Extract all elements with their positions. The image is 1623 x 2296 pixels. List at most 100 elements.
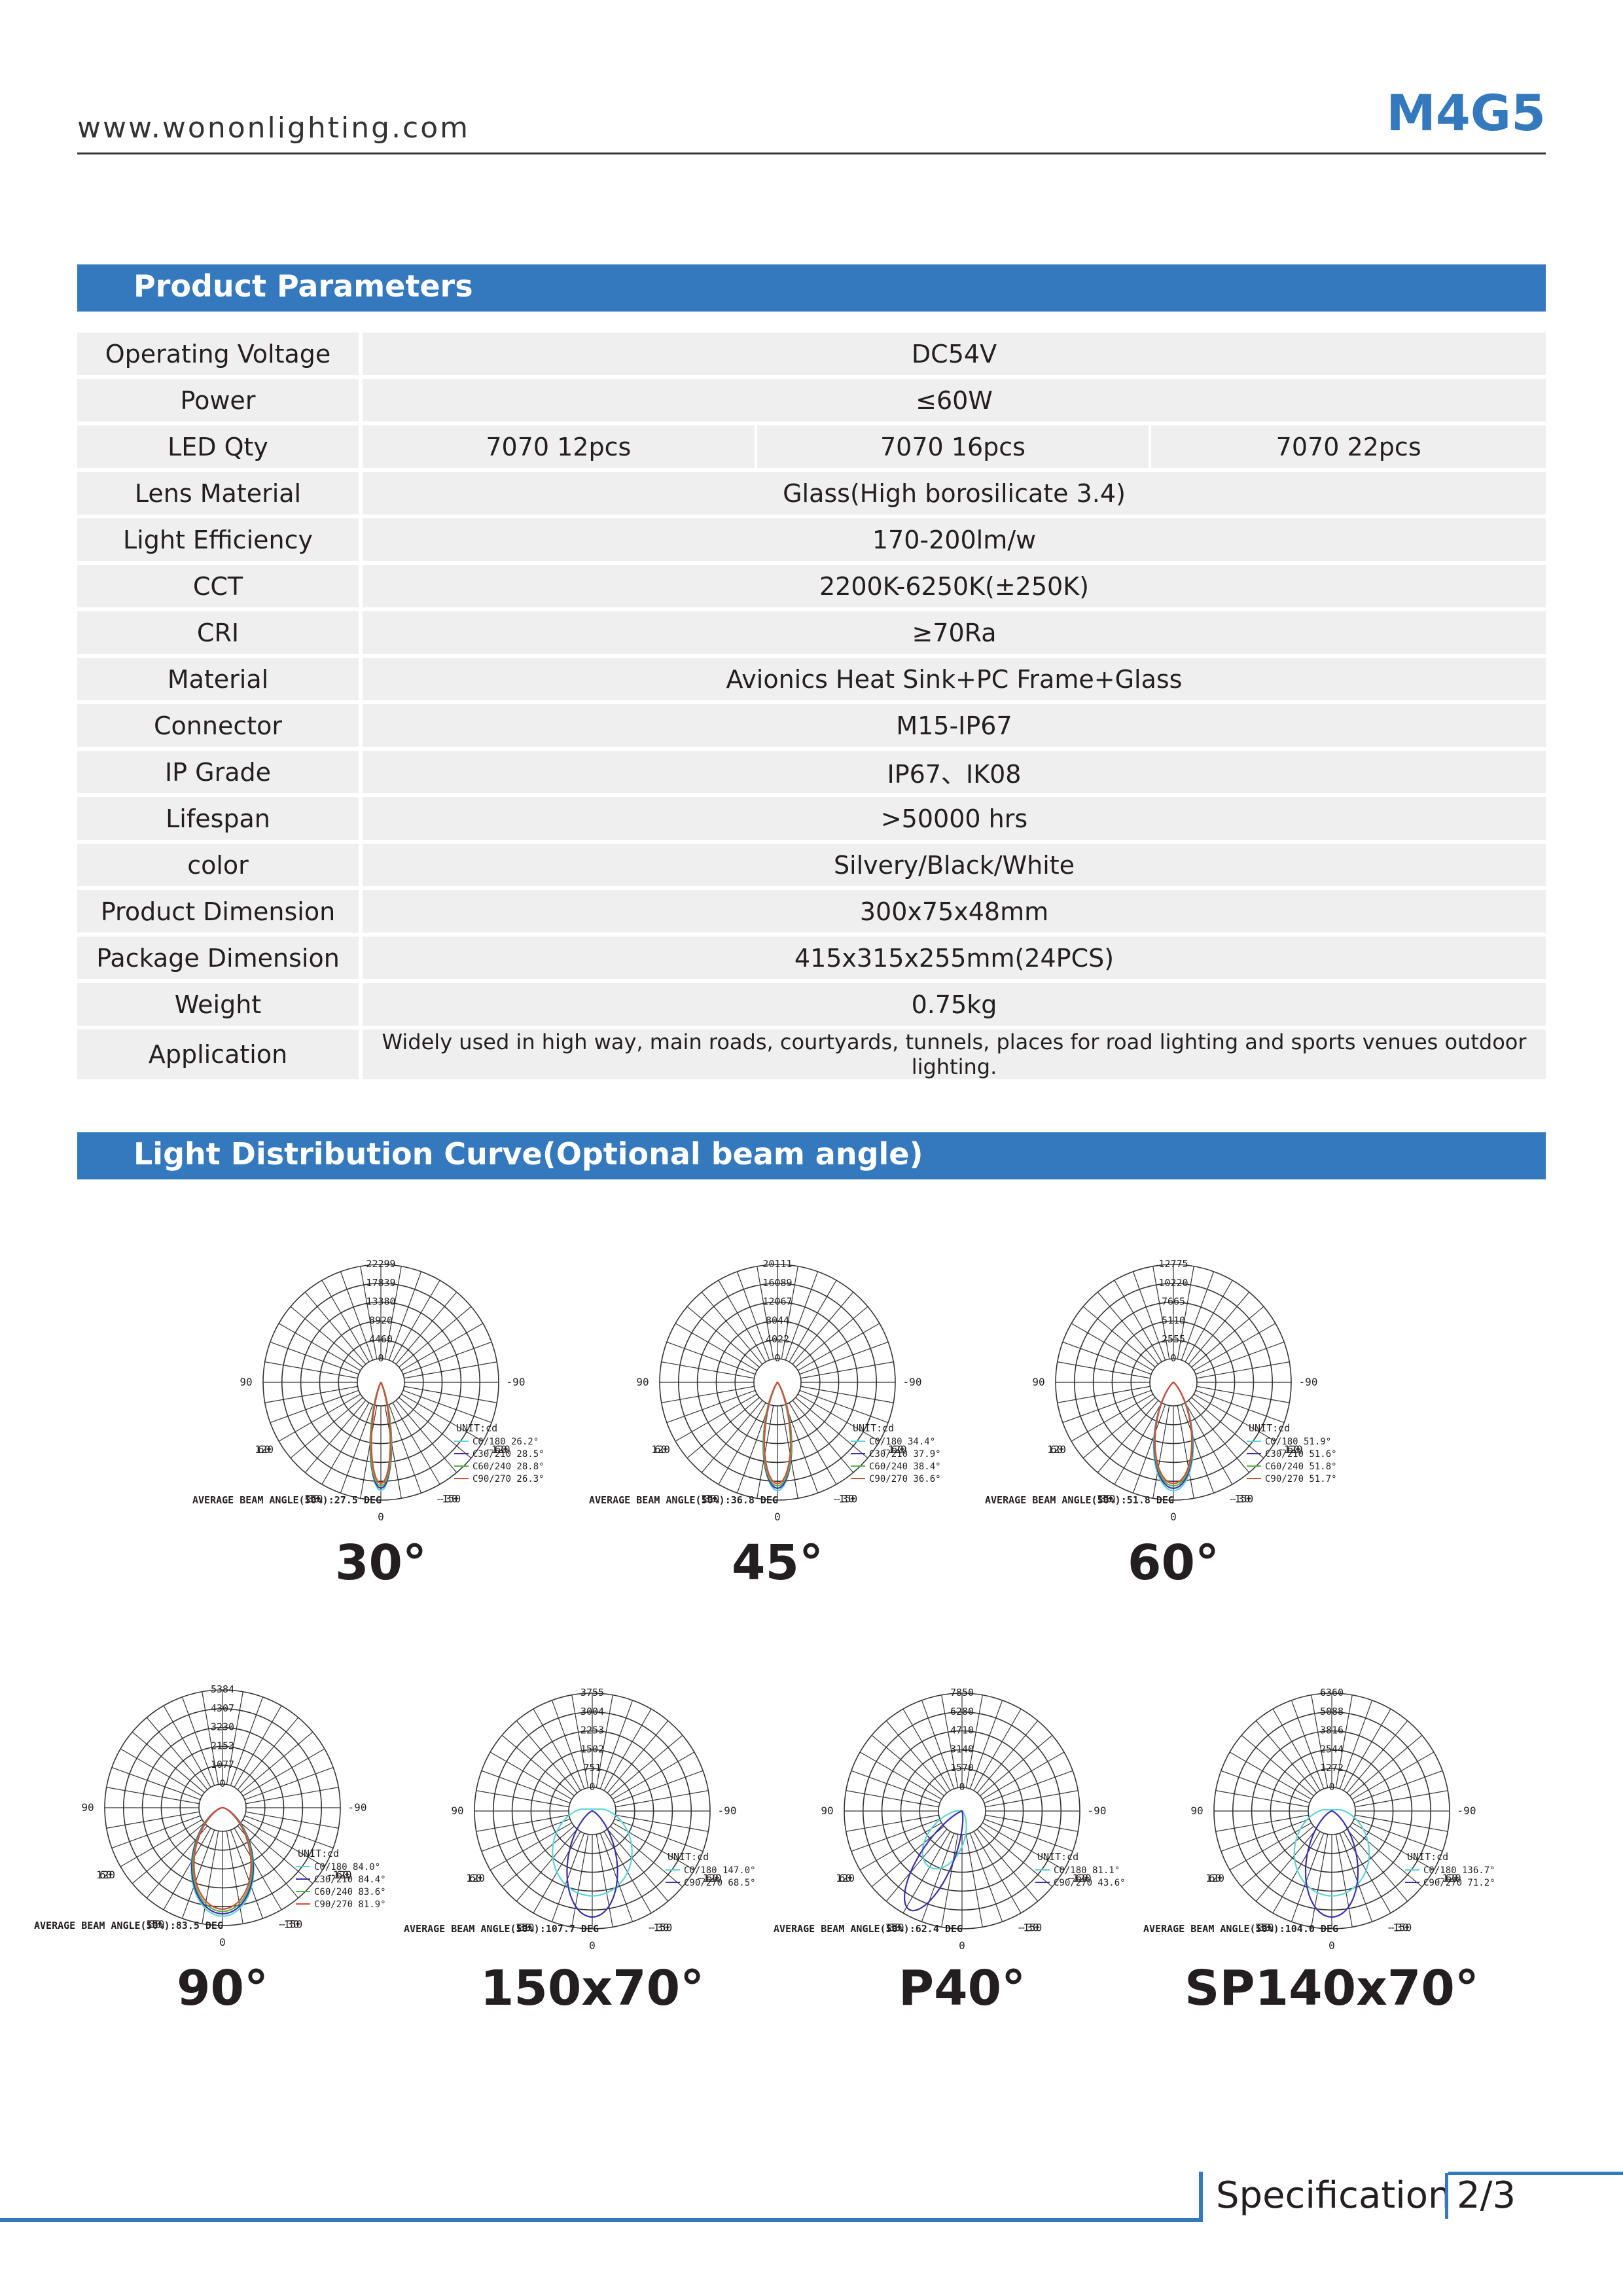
table-row: CCT 2200K-6250K(±250K) <box>77 565 1546 607</box>
intensity-curve <box>763 1381 792 1484</box>
param-label: Lifespan <box>77 797 363 840</box>
angle-label: 60 <box>1050 1443 1063 1456</box>
table-row: Operating Voltage DC54V <box>77 332 1546 375</box>
angle-label: 30 <box>1258 1921 1270 1933</box>
footer-label: Specification <box>1216 2174 1452 2217</box>
angle-label: 150 <box>701 1492 720 1505</box>
legend-entry: C30/210 28.5° <box>473 1449 544 1460</box>
angle-label: -90 <box>903 1376 922 1388</box>
param-label: Power <box>77 379 363 422</box>
angle-label: -150 <box>277 1918 303 1930</box>
angle-label: 120 <box>1047 1443 1066 1456</box>
legend-entry: C90/270 43.6° <box>1054 1878 1126 1888</box>
polar-grid <box>104 1689 341 1926</box>
angle-label: -60 <box>700 1872 719 1884</box>
angle-label: -120 <box>1436 1872 1461 1884</box>
ring-value-label: 4307 <box>211 1702 234 1714</box>
polar-chart: 5384 4307 3230 2153 1077 0 -150 150 -120 120 -90 90… <box>34 1683 386 1948</box>
footer-page-rule <box>1448 2172 1623 2175</box>
ring-value-label: 1570 <box>950 1762 974 1774</box>
param-value: 7070 16pcs <box>757 425 1152 468</box>
ring-value-label: 17839 <box>366 1277 395 1289</box>
intensity-curve <box>921 1810 967 1870</box>
ring-value-label: 3004 <box>580 1706 604 1717</box>
angle-label: -30 <box>281 1918 300 1930</box>
ring-value-label: 12067 <box>762 1296 792 1308</box>
ring-value-label: 0 <box>774 1352 780 1364</box>
legend-entry: C30/210 37.9° <box>869 1449 941 1460</box>
param-value: 7070 12pcs <box>363 425 757 468</box>
param-value: 0.75kg <box>363 983 1546 1026</box>
legend-entry: C0/180 34.4° <box>869 1437 935 1447</box>
angle-label: 30 <box>307 1492 319 1505</box>
ring-value-label: 1077 <box>211 1759 234 1770</box>
ring-value-label: 7665 <box>1162 1296 1185 1308</box>
angle-label: -60 <box>1069 1872 1088 1884</box>
param-value: 170-200lm/w <box>363 518 1546 561</box>
intensity-curve <box>903 1810 964 1912</box>
angle-label: 60 <box>839 1872 851 1884</box>
footer-tick <box>1199 2172 1203 2222</box>
model-code: M4G5 <box>1386 84 1546 142</box>
param-label: Application <box>77 1030 363 1079</box>
ring-value-label: 3755 <box>580 1687 604 1698</box>
legend-entry: C90/270 81.9° <box>314 1899 386 1910</box>
ring-value-label: 8920 <box>369 1314 393 1326</box>
angle-label: -90 <box>348 1801 367 1814</box>
ring-value-label: 22299 <box>366 1258 395 1270</box>
average-beam-angle: AVERAGE BEAM ANGLE(50%):104.0 DEG <box>1143 1923 1338 1935</box>
ring-value-label: 5110 <box>1162 1314 1185 1326</box>
angle-label: 150 <box>1097 1492 1116 1505</box>
polar-grid <box>659 1264 896 1501</box>
average-beam-angle: AVERAGE BEAM ANGLE(50%):51.8 DEG <box>985 1494 1174 1506</box>
angle-label: 120 <box>651 1443 670 1456</box>
angle-label: 120 <box>96 1869 115 1881</box>
angle-label: 90 <box>636 1376 649 1388</box>
angle-label: 90 <box>451 1804 463 1817</box>
angle-label: 90 <box>240 1376 252 1388</box>
legend-entry: C0/180 26.2° <box>473 1437 539 1447</box>
parameters-table: Operating Voltage DC54V Power ≤60W LED Qty… <box>77 329 1546 1083</box>
angle-label: -30 <box>439 1492 458 1505</box>
ring-value-label: 0 <box>378 1352 383 1364</box>
table-row: LED Qty 7070 12pcs 7070 16pcs 7070 22pcs <box>77 425 1546 468</box>
legend-entry: C90/270 68.5° <box>684 1878 756 1888</box>
beam-angle-caption: 150x70° <box>480 1960 705 2017</box>
intensity-curve <box>193 1806 252 1910</box>
average-beam-angle: AVERAGE BEAM ANGLE(50%):83.5 DEG <box>34 1920 223 1931</box>
param-value: 2200K-6250K(±250K) <box>363 565 1546 607</box>
unit-label: UNIT:cd <box>668 1851 709 1863</box>
unit-label: UNIT:cd <box>1407 1851 1448 1863</box>
polar-chart: 20111 16089 12067 8044 4022 0 -150 150 -120 120 -9… <box>589 1258 941 1523</box>
polar-grid <box>1055 1264 1292 1501</box>
ring-value-label: 20111 <box>762 1258 792 1270</box>
table-row: IP Grade IP67、IK08 <box>77 751 1546 793</box>
angle-label: -120 <box>485 1443 510 1456</box>
table-row: Connector M15-IP67 <box>77 704 1546 747</box>
ring-value-label: 751 <box>583 1762 601 1774</box>
angle-label: 0 <box>1329 1939 1335 1952</box>
legend-entry: C30/210 84.4° <box>314 1874 386 1885</box>
angle-label: -90 <box>1088 1804 1107 1817</box>
angle-label: -30 <box>1390 1921 1409 1933</box>
table-row: Application Widely used in high way, main… <box>77 1030 1546 1079</box>
angle-label: 60 <box>99 1869 112 1881</box>
table-row: Light Efficiency 170-200lm/w <box>77 518 1546 561</box>
ring-value-label: 1502 <box>580 1743 604 1755</box>
ring-value-label: 4460 <box>369 1333 393 1345</box>
param-value: Avionics Heat Sink+PC Frame+Glass <box>363 658 1546 700</box>
param-value: 300x75x48mm <box>363 890 1546 933</box>
ring-value-label: 6280 <box>950 1706 974 1717</box>
unit-label: UNIT:cd <box>853 1422 894 1434</box>
footer-divider <box>0 2218 1202 2222</box>
polar-chart: 7850 6280 4710 3140 1570 0 -150 150 -120 120 -90 90… <box>774 1687 1126 1952</box>
footer-separator <box>1445 2173 1448 2219</box>
param-label: IP Grade <box>77 751 363 793</box>
beam-angle-caption: 60° <box>1128 1535 1219 1591</box>
angle-label: -150 <box>832 1492 858 1505</box>
product-parameters-title: Product Parameters <box>134 268 473 304</box>
legend-entry: C0/180 136.7° <box>1423 1865 1495 1876</box>
angle-label: 60 <box>1209 1872 1221 1884</box>
angle-label: 0 <box>774 1511 781 1523</box>
angle-label: 90 <box>1190 1804 1203 1817</box>
